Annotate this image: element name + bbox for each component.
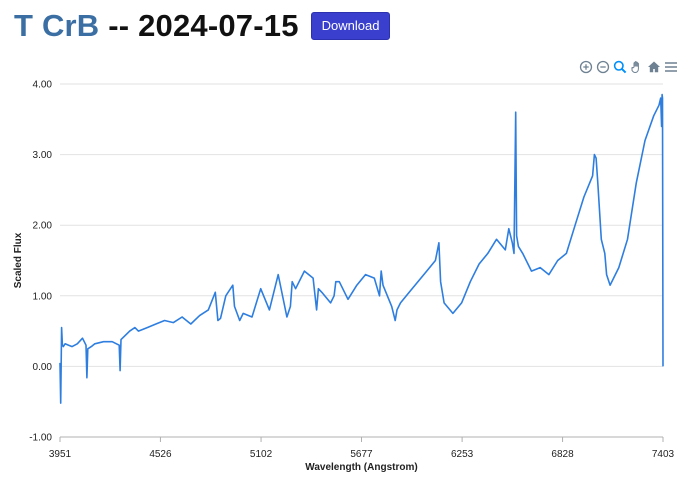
y-tick-label: 1.00 <box>33 291 53 302</box>
x-tick-label: 4526 <box>149 449 172 460</box>
title-separator: -- <box>99 8 139 43</box>
zoom-out-icon[interactable] <box>596 60 610 74</box>
x-tick-labels: 3951 4526 5102 5677 6253 6828 7403 <box>49 437 675 460</box>
y-tick-label: 2.00 <box>33 221 53 232</box>
page-title: T CrB -- 2024-07-15 <box>14 8 299 44</box>
flux-series-line <box>59 93 664 404</box>
x-tick-label: 6828 <box>551 449 574 460</box>
object-name: T CrB <box>14 8 100 43</box>
y-tick-labels: -1.00 0.00 1.00 2.00 3.00 4.00 <box>29 80 52 444</box>
y-tick-label: 3.00 <box>33 150 53 161</box>
x-tick-label: 7403 <box>652 449 675 460</box>
observation-date: 2024-07-15 <box>138 8 299 43</box>
download-button[interactable]: Download <box>310 12 391 40</box>
menu-icon[interactable] <box>664 60 678 74</box>
x-axis-title: Wavelength (Angstrom) <box>305 462 417 473</box>
y-tick-label: -1.00 <box>29 433 52 444</box>
x-tick-label: 5677 <box>350 449 373 460</box>
y-tick-label: 0.00 <box>33 362 53 373</box>
y-axis-title: Scaled Flux <box>13 232 24 288</box>
chart-header: T CrB -- 2024-07-15 Download <box>14 8 391 44</box>
zoom-selection-icon[interactable] <box>613 60 627 74</box>
chart-toolbar <box>579 60 678 74</box>
home-reset-icon[interactable] <box>647 60 661 74</box>
gridlines <box>60 83 663 438</box>
y-tick-label: 4.00 <box>33 80 53 91</box>
x-tick-label: 5102 <box>250 449 273 460</box>
pan-hand-icon[interactable] <box>630 60 644 74</box>
x-tick-label: 6253 <box>451 449 474 460</box>
x-tick-label: 3951 <box>49 449 72 460</box>
zoom-in-icon[interactable] <box>579 60 593 74</box>
